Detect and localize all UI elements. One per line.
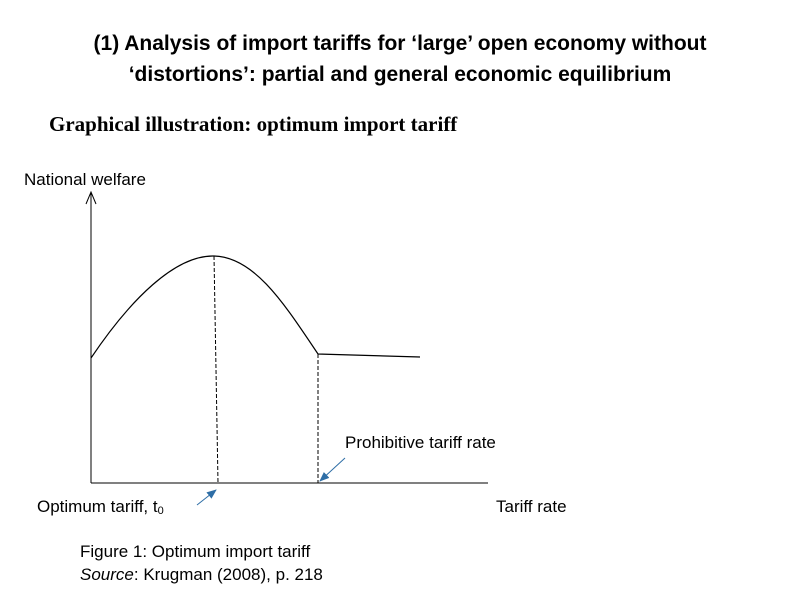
x-axis-label: Tariff rate <box>496 497 567 516</box>
y-axis-label: National welfare <box>24 170 146 189</box>
optimum-tariff-dashed-line <box>213 255 219 484</box>
prohibitive-tariff-label: Prohibitive tariff rate <box>345 433 496 452</box>
slide-title: (1) Analysis of import tariffs for ‘larg… <box>20 28 780 90</box>
title-line-1: (1) Analysis of import tariffs for ‘larg… <box>93 32 707 55</box>
optimum-tariff-subscript: 0 <box>158 505 164 517</box>
source-text: : Krugman (2008), p. 218 <box>133 565 323 584</box>
caption-source-line: Source: Krugman (2008), p. 218 <box>80 563 323 586</box>
figure-caption: Figure 1: Optimum import tariff Source: … <box>80 540 323 586</box>
welfare-curve <box>90 255 421 359</box>
optimum-tariff-text: Optimum tariff, t <box>37 497 158 516</box>
optimum-tariff-label: Optimum tariff, t0 <box>37 497 164 517</box>
slide-subtitle: Graphical illustration: optimum import t… <box>49 112 458 136</box>
source-label: Source <box>80 565 134 584</box>
caption-line-1: Figure 1: Optimum import tariff <box>80 542 311 561</box>
optimum-arrow <box>196 489 217 506</box>
title-line-2: ‘distortions’: partial and general econo… <box>128 63 672 86</box>
prohibitive-arrow <box>319 457 346 482</box>
